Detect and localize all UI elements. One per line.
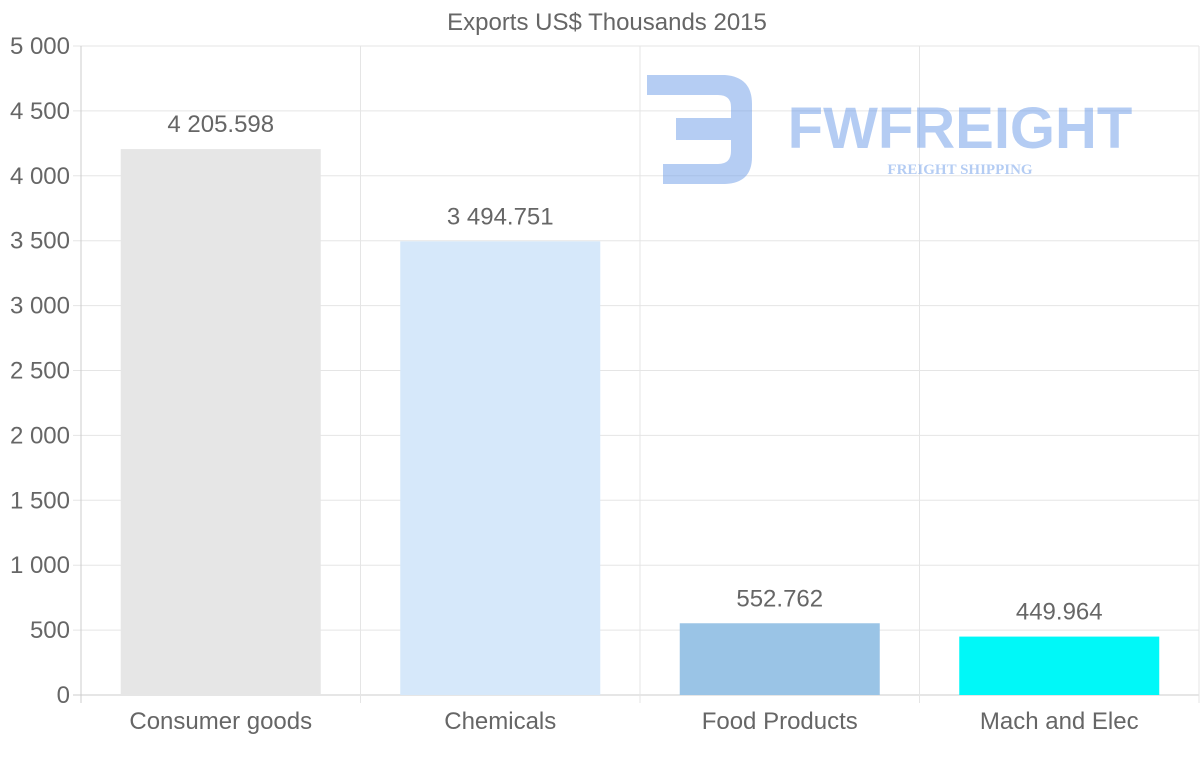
bars-layer — [120, 149, 1160, 695]
x-tick-label: Consumer goods — [129, 708, 312, 735]
fwfreight-watermark: FWFREIGHT FREIGHT SHIPPING — [647, 75, 1132, 184]
bar — [959, 636, 1160, 695]
axes-layer: 0 500 1 000 1 500 2 000 2 500 3 000 3 500 4 000 4… — [10, 33, 1139, 735]
y-tick-label: 2 500 — [10, 358, 70, 385]
y-tick-label: 2 000 — [10, 422, 70, 449]
x-tick-label: Food Products — [702, 708, 858, 735]
y-tick-label: 1 500 — [10, 487, 70, 514]
bar-value-label: 4 205.598 — [167, 111, 274, 138]
y-tick-label: 3 000 — [10, 293, 70, 320]
y-tick-label: 0 — [57, 682, 70, 709]
bar — [400, 241, 601, 695]
chart-title: Exports US$ Thousands 2015 — [447, 9, 767, 36]
bar — [120, 149, 321, 695]
bar-value-label: 552.762 — [736, 585, 823, 612]
watermark-tagline: FREIGHT SHIPPING — [887, 162, 1032, 178]
y-tick-label: 5 000 — [10, 33, 70, 60]
y-tick-label: 500 — [30, 617, 70, 644]
bar-value-label: 3 494.751 — [447, 203, 554, 230]
watermark-brand: FWFREIGHT — [788, 96, 1133, 161]
bar-value-label: 449.964 — [1016, 599, 1103, 626]
y-tick-label: 4 500 — [10, 98, 70, 125]
y-tick-label: 4 000 — [10, 163, 70, 190]
y-tick-label: 1 000 — [10, 552, 70, 579]
bar — [679, 623, 880, 695]
data-labels-layer: 4 205.598 3 494.751 552.762 449.964 — [167, 111, 1102, 625]
x-tick-label: Chemicals — [444, 708, 556, 735]
fwfreight-logo-icon — [647, 75, 752, 184]
y-tick-label: 3 500 — [10, 228, 70, 255]
x-tick-label: Mach and Elec — [980, 708, 1139, 735]
